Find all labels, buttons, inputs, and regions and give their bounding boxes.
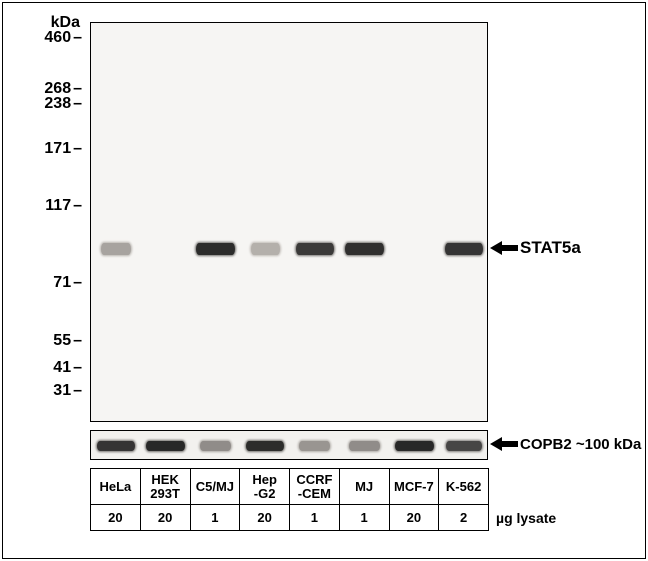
target-name: COPB2 ~100 kDa [520, 436, 641, 453]
lane-name-cell: Hep-G2 [240, 469, 290, 505]
band [296, 243, 334, 255]
band [246, 441, 285, 451]
mw-tick: 171 [30, 140, 82, 158]
lane-name-cell: HEK293T [140, 469, 190, 505]
blot-main [90, 22, 488, 422]
figure-root: kDa µg lysate 46026823817111771554131STA… [0, 0, 648, 561]
lane-name-cell: MJ [339, 469, 389, 505]
table-row: 202012011202 [91, 505, 489, 531]
lane-amount-cell: 20 [389, 505, 439, 531]
band [146, 441, 185, 451]
lane-amount-cell: 1 [290, 505, 340, 531]
lane-amount-cell: 1 [190, 505, 240, 531]
mw-tick: 55 [30, 332, 82, 350]
lane-name-cell: CCRF-CEM [290, 469, 340, 505]
target-label: COPB2 ~100 kDa [490, 436, 641, 453]
lane-amount-cell: 20 [140, 505, 190, 531]
lane-name-cell: K-562 [439, 469, 489, 505]
band [196, 243, 235, 255]
lane-name-cell: C5/MJ [190, 469, 240, 505]
mw-tick: 460 [30, 29, 82, 47]
lane-amount-cell: 1 [339, 505, 389, 531]
band [345, 243, 383, 255]
band [299, 441, 330, 451]
lane-amount-cell: 2 [439, 505, 489, 531]
band [251, 243, 280, 255]
band [200, 441, 232, 451]
band [445, 243, 483, 255]
mw-tick: 41 [30, 359, 82, 377]
lane-amount-cell: 20 [91, 505, 141, 531]
band [101, 243, 131, 255]
lane-name-cell: HeLa [91, 469, 141, 505]
arrow-left-icon [490, 240, 518, 256]
target-label: STAT5a [490, 238, 581, 258]
band [446, 441, 483, 451]
arrow-left-icon [490, 436, 518, 452]
lane-name-cell: MCF-7 [389, 469, 439, 505]
band [97, 441, 135, 451]
mw-tick: 117 [30, 197, 82, 215]
mw-tick: 71 [30, 274, 82, 292]
table-row: HeLaHEK293TC5/MJHep-G2CCRF-CEMMJMCF-7K-5… [91, 469, 489, 505]
mw-tick: 31 [30, 382, 82, 400]
lane-table: HeLaHEK293TC5/MJHep-G2CCRF-CEMMJMCF-7K-5… [90, 468, 489, 531]
band [349, 441, 381, 451]
band [395, 441, 434, 451]
lysate-unit-label: µg lysate [496, 510, 556, 526]
lane-amount-cell: 20 [240, 505, 290, 531]
mw-tick: 238 [30, 95, 82, 113]
blot-control [90, 430, 488, 460]
target-name: STAT5a [520, 238, 581, 258]
